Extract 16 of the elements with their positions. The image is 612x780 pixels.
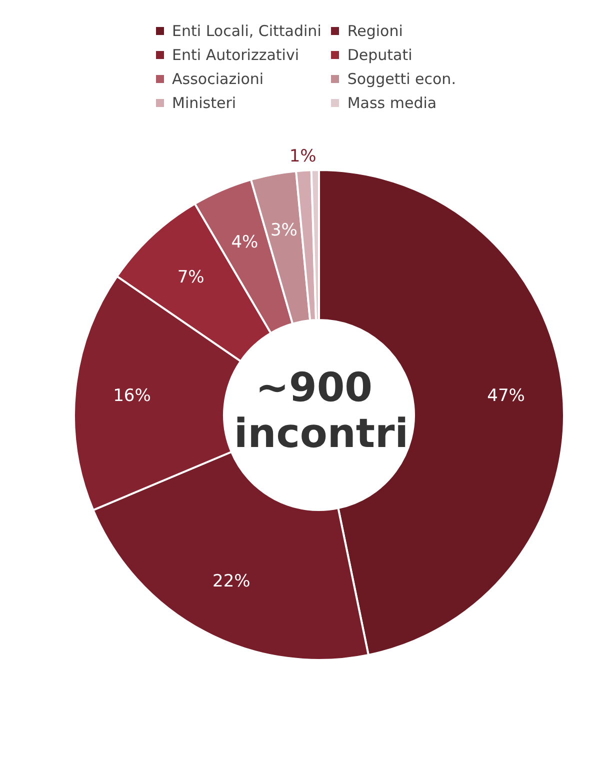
text: ~900 incontri [234,365,408,457]
data-label: 7% [177,267,204,288]
legend-label: Deputati [347,46,412,64]
data-label: 1% [289,146,316,167]
legend-label: Soggetti econ. [347,70,456,88]
legend-label: Enti Autorizzativi [172,46,300,64]
legend-label: Enti Locali, Cittadini [172,22,322,40]
legend-label: Ministeri [172,94,236,112]
data-label: 16% [113,386,151,406]
legend-label: Mass media [347,94,437,112]
legend-label: Regioni [347,22,403,40]
data-label: 4% [231,232,258,252]
data-label: 47% [487,386,525,406]
data-label: 3% [270,220,298,240]
data-label: 22% [212,571,250,592]
legend-label: Associazioni [172,70,264,88]
